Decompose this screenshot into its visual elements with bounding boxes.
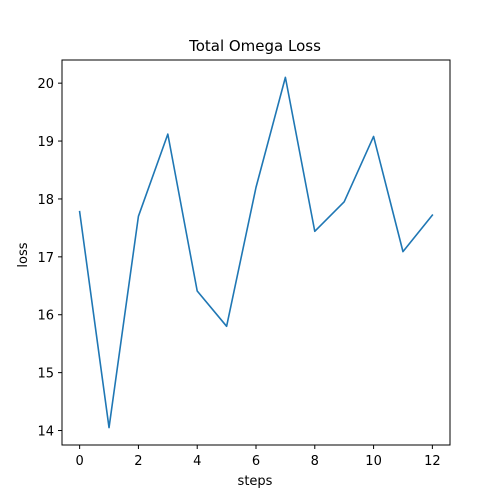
y-tick-label: 14 [37, 425, 54, 440]
plot-frame [61, 59, 451, 446]
x-axis-label: steps [238, 474, 273, 489]
y-tick-label: 20 [37, 77, 54, 92]
y-axis-ticks: 14 15 16 17 18 19 20 [37, 77, 62, 440]
y-tick-label: 18 [37, 193, 54, 208]
y-axis-label: loss [16, 242, 31, 267]
x-axis-ticks: 0 2 4 6 8 10 12 [75, 445, 441, 469]
x-tick-label: 6 [252, 454, 260, 469]
plot-area [61, 59, 451, 446]
x-tick-label: 2 [134, 454, 142, 469]
x-tick-label: 10 [365, 454, 382, 469]
chart-title: Total Omega Loss [188, 37, 321, 55]
x-tick-label: 8 [311, 454, 319, 469]
series-line [78, 76, 434, 429]
x-tick-label: 0 [75, 454, 83, 469]
y-tick-label: 17 [37, 251, 54, 266]
y-tick-label: 19 [37, 135, 54, 150]
y-tick-label: 15 [37, 367, 54, 382]
y-tick-label: 16 [37, 309, 54, 324]
x-tick-label: 12 [424, 454, 441, 469]
x-tick-label: 4 [193, 454, 201, 469]
